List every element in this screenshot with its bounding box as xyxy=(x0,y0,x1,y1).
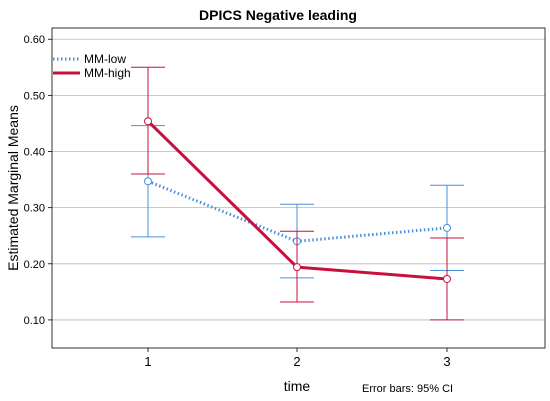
x-tick-label: 3 xyxy=(443,354,450,369)
data-point xyxy=(443,274,451,283)
legend-label: MM-low xyxy=(84,52,126,66)
data-point xyxy=(293,263,301,272)
data-point xyxy=(443,223,451,232)
y-axis-ticks: 0.10 0.20 0.30 0.40 0.50 0.60 xyxy=(24,34,52,327)
x-tick-label: 1 xyxy=(144,354,151,369)
y-tick-label: 0.60 xyxy=(24,34,45,46)
y-tick-label: 0.50 xyxy=(24,90,45,102)
legend-item: MM-high xyxy=(53,66,131,80)
data-point xyxy=(144,177,152,186)
error-bar-note: Error bars: 95% CI xyxy=(362,383,453,395)
series-mm-high xyxy=(131,66,464,321)
x-tick-label: 2 xyxy=(293,354,300,369)
legend-label: MM-high xyxy=(84,66,131,80)
legend-item: MM-low xyxy=(53,52,126,66)
plot-frame xyxy=(51,27,546,349)
y-axis-label: Estimated Marginal Means xyxy=(5,105,21,271)
data-point xyxy=(144,117,152,126)
series-layer xyxy=(131,66,464,321)
y-tick-label: 0.10 xyxy=(24,315,45,327)
x-axis-ticks: 1 2 3 xyxy=(144,348,451,369)
y-tick-label: 0.40 xyxy=(24,147,45,159)
y-tick-label: 0.20 xyxy=(24,259,45,271)
x-axis-label: time xyxy=(284,378,311,394)
y-tick-label: 0.30 xyxy=(24,203,45,215)
chart-title: DPICS Negative leading xyxy=(199,7,357,23)
